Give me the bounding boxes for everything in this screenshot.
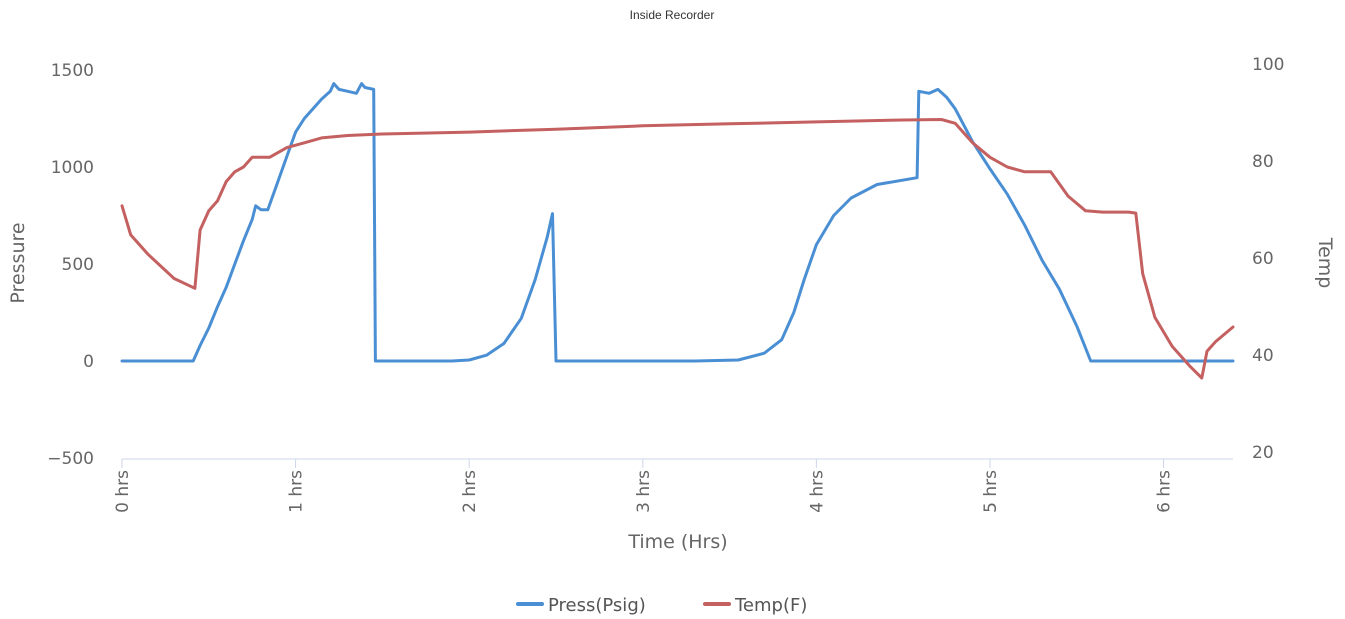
x-tick-label: 3 hrs bbox=[634, 470, 654, 513]
x-tick-label: 4 hrs bbox=[807, 470, 827, 513]
y-right-axis: 20 40 60 80 100 bbox=[1252, 55, 1284, 463]
series-layer bbox=[120, 82, 1235, 380]
x-tick-label: 1 hrs bbox=[287, 470, 307, 513]
series-line-press-psig bbox=[120, 82, 1235, 363]
x-axis: 0 hrs 1 hrs 2 hrs 3 hrs 4 hrs 5 hrs 6 hrs bbox=[113, 458, 1233, 513]
series-line-temp-f bbox=[120, 118, 1235, 380]
x-axis-title: Time (Hrs) bbox=[627, 531, 727, 553]
chart-title: Inside Recorder bbox=[630, 8, 715, 22]
y-right-tick-label: 60 bbox=[1252, 249, 1274, 269]
y-right-tick-label: 20 bbox=[1252, 443, 1274, 463]
legend: Press(Psig) Temp(F) bbox=[516, 595, 807, 616]
y-left-tick-label: 500 bbox=[62, 255, 94, 275]
x-tick-label: 5 hrs bbox=[981, 470, 1001, 513]
y-right-tick-label: 40 bbox=[1252, 346, 1274, 366]
y-left-axis: −500 0 500 1000 1500 bbox=[47, 61, 94, 469]
y-left-tick-label: 0 bbox=[83, 352, 94, 372]
y-right-tick-label: 100 bbox=[1252, 55, 1284, 75]
legend-item-press-psig[interactable]: Press(Psig) bbox=[548, 595, 646, 616]
x-tick-label: 6 hrs bbox=[1155, 470, 1175, 513]
y-left-tick-label: 1000 bbox=[51, 158, 94, 178]
legend-item-temp-f[interactable]: Temp(F) bbox=[734, 595, 807, 616]
y-left-tick-label: 1500 bbox=[51, 61, 94, 81]
y-left-axis-title: Pressure bbox=[7, 222, 29, 303]
y-right-tick-label: 80 bbox=[1252, 152, 1274, 172]
y-right-axis-title: Temp bbox=[1314, 237, 1336, 289]
x-tick-label: 0 hrs bbox=[113, 470, 133, 513]
y-left-tick-label: −500 bbox=[47, 449, 94, 469]
x-tick-label: 2 hrs bbox=[460, 470, 480, 513]
